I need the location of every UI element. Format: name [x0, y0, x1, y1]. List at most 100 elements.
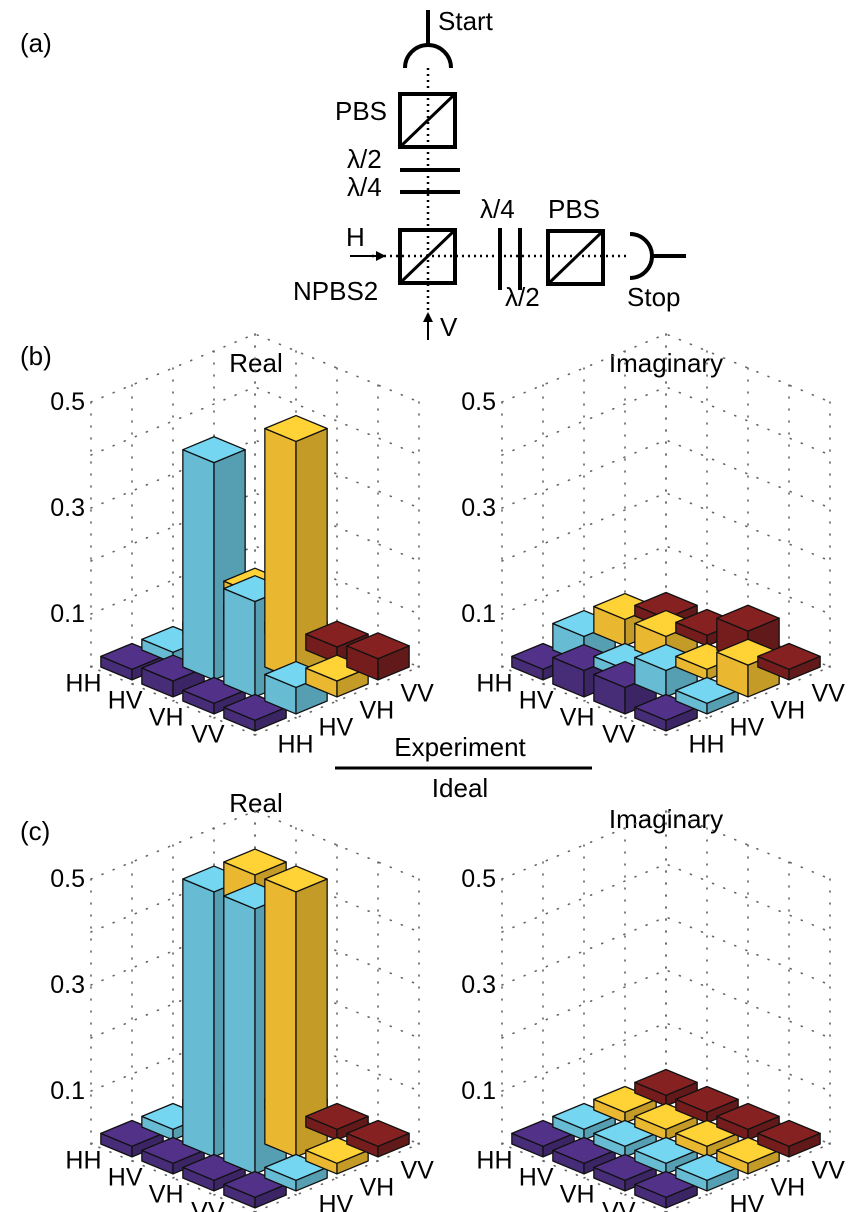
bar-vv-hh	[223, 1170, 287, 1209]
stop-detector-icon	[629, 232, 654, 280]
bar-face-top	[716, 1102, 780, 1130]
z-tick-label: 0.1	[50, 600, 85, 628]
bar-vh-hh	[593, 1153, 657, 1192]
chart-grid	[501, 810, 831, 1212]
quarter-wave-plate-top-label: λ/4	[347, 172, 382, 202]
bar-face-top	[264, 1153, 328, 1181]
chart-grid	[501, 333, 831, 736]
grid-line	[90, 439, 420, 509]
half-wave-plate-top-label: λ/2	[347, 144, 382, 174]
bar-hv-hh	[141, 1136, 205, 1175]
bar-face-top	[757, 1119, 821, 1147]
npbs2-icon	[398, 228, 457, 285]
col-axis-label: VV	[401, 1157, 435, 1185]
bar-face-top	[716, 1136, 780, 1164]
col-axis-label: VH	[360, 1174, 395, 1202]
bar-face-top	[100, 1119, 164, 1147]
bar-hh-vv	[634, 1068, 698, 1107]
pbs-top-label: PBS	[335, 96, 387, 126]
col-axis-label: VH	[771, 1174, 806, 1202]
col-axis-label: HH	[278, 1208, 314, 1212]
chart-title-ideal-imag: Imaginary	[609, 804, 723, 834]
bar-vv-hv	[675, 1153, 739, 1192]
bar-hv-vv	[675, 1085, 739, 1124]
quarter-wave-plate-right-label: λ/4	[480, 194, 515, 224]
row-axis-label: VH	[149, 704, 184, 732]
row-axis-label: HH	[476, 670, 512, 698]
bar-face-top	[141, 1136, 205, 1164]
grid-line	[501, 916, 831, 986]
z-tick-label: 0.5	[50, 865, 85, 893]
bar-face-left	[223, 895, 256, 1175]
bar-face-top	[305, 1102, 369, 1130]
bar-face-top	[346, 1119, 410, 1147]
bar-face-left	[182, 878, 215, 1158]
chart-title-ideal-real: Real	[229, 788, 282, 818]
bar-face-top	[511, 1119, 575, 1147]
bar-face-top	[305, 620, 369, 648]
bar-face-top	[675, 1153, 739, 1181]
bar-vh-vh	[264, 865, 328, 1158]
row-axis-label: HV	[519, 1164, 554, 1192]
bar-face-top	[264, 414, 328, 443]
col-axis-label: HV	[730, 1191, 765, 1212]
bar-face-top	[634, 1068, 698, 1096]
chart-title-exp-imag: Imaginary	[609, 348, 723, 378]
bars	[100, 848, 410, 1209]
bar-face-top	[182, 1153, 246, 1181]
col-axis-label: HV	[319, 714, 354, 742]
z-tick-label: 0.3	[461, 971, 496, 999]
grid-line	[501, 439, 831, 509]
bar-hv-hv	[593, 1119, 657, 1158]
bar-face-top	[305, 1136, 369, 1164]
panel-label-b: (b)	[20, 341, 52, 371]
z-tick-label: 0.5	[461, 865, 496, 893]
bar-face-top	[675, 1119, 739, 1147]
bar-face-top	[182, 436, 246, 464]
pbs-right-diagonal	[546, 229, 605, 286]
col-axis-label: HH	[278, 731, 314, 759]
bar-vv-vh	[305, 1136, 369, 1175]
bar-face-top	[593, 1153, 657, 1181]
row-axis-label: VH	[560, 1181, 595, 1209]
bar-vh-vv	[305, 620, 369, 664]
col-axis-label: VH	[771, 697, 806, 725]
bar-face-top	[223, 693, 287, 721]
bar-face-top	[634, 1136, 698, 1164]
bar-face-top	[264, 865, 328, 893]
pbs-top-diagonal	[398, 92, 457, 149]
col-axis-label: VV	[401, 680, 435, 708]
bar-face-top	[716, 604, 780, 632]
col-axis-label: VV	[812, 680, 846, 708]
bar-face-top	[552, 1136, 616, 1164]
pbs-top-icon	[398, 92, 457, 149]
col-axis-label: VV	[812, 1157, 846, 1185]
bar-vh-hv	[634, 1136, 698, 1175]
row-axis-label: HH	[476, 1147, 512, 1175]
npbs2-diagonal	[398, 228, 457, 285]
start-label: Start	[438, 6, 494, 36]
pbs-right-label: PBS	[548, 194, 600, 224]
bar-vv-vv	[757, 642, 821, 681]
z-tick-label: 0.5	[461, 388, 496, 416]
pbs-right-icon	[546, 229, 605, 286]
row-axis-label: VV	[191, 721, 225, 749]
bar-face-top	[223, 848, 287, 876]
half-wave-plate-right-label: λ/2	[505, 282, 540, 312]
divider-experiment-label: Experiment	[394, 732, 526, 762]
bar-face-left	[223, 587, 256, 698]
panel-label-a: (a)	[20, 28, 52, 58]
z-tick-label: 0.3	[50, 494, 85, 522]
bar-hv-hh	[552, 1136, 616, 1175]
bar-hh-vh	[593, 1085, 657, 1124]
bar-face-top	[593, 1119, 657, 1147]
bar-vh-vh	[264, 414, 328, 681]
row-axis-label: VH	[149, 1181, 184, 1209]
bar-hh-hv	[552, 1102, 616, 1141]
bar-face-top	[634, 1102, 698, 1130]
z-tick-label: 0.3	[50, 971, 85, 999]
start-detector-icon	[403, 43, 453, 69]
